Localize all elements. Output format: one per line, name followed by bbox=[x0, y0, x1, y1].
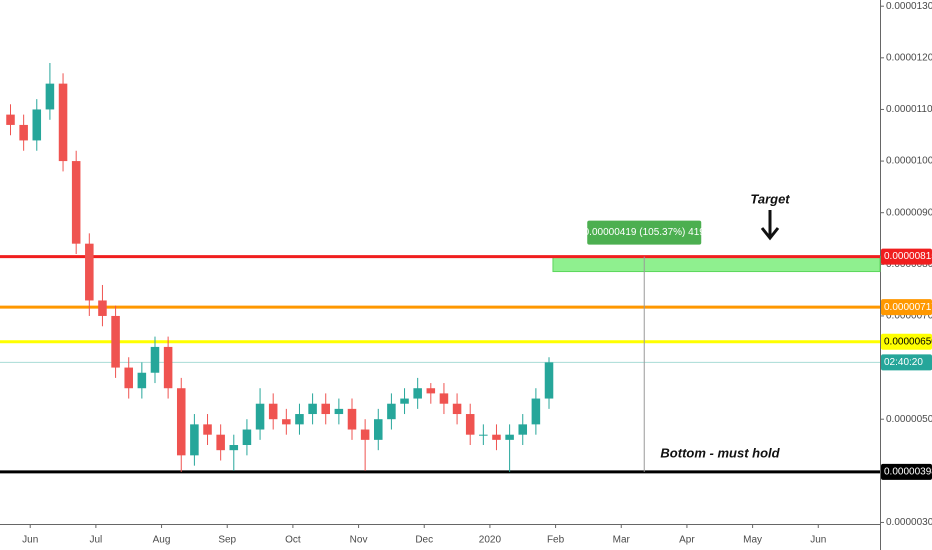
candle-body bbox=[71, 161, 81, 244]
level-price-box bbox=[881, 248, 932, 265]
target-zone bbox=[552, 256, 881, 273]
candle-body bbox=[190, 424, 199, 456]
candle-body bbox=[334, 408, 344, 415]
candle-body bbox=[32, 109, 42, 141]
x-tick-label: Sep bbox=[218, 535, 236, 546]
bottom-annotation: Bottom - must hold bbox=[660, 445, 780, 460]
measure-label: 0.00000419 (105.37%) 419 bbox=[584, 227, 706, 238]
candle-body bbox=[321, 403, 330, 415]
candle-body bbox=[413, 388, 422, 399]
measure-box bbox=[587, 220, 702, 245]
level-price-box bbox=[881, 299, 932, 316]
candle-body bbox=[426, 388, 436, 394]
x-tick-label: Oct bbox=[285, 535, 301, 546]
candle-body bbox=[544, 362, 554, 399]
x-tick-label: Nov bbox=[350, 535, 368, 546]
target-annotation: Target bbox=[750, 191, 790, 206]
x-tick-label: Feb bbox=[547, 535, 565, 546]
candle-body bbox=[45, 83, 55, 110]
x-tick-label: Jul bbox=[89, 535, 102, 546]
x-tick-label: 2020 bbox=[479, 535, 502, 546]
candle-body bbox=[518, 424, 528, 435]
candle-body bbox=[137, 372, 147, 389]
candle-body bbox=[465, 414, 475, 435]
candle-body bbox=[492, 434, 501, 440]
candle-body bbox=[282, 419, 291, 425]
target-arrow bbox=[760, 210, 780, 241]
candle-body bbox=[242, 429, 252, 446]
candle-body bbox=[203, 424, 212, 435]
candle-body bbox=[439, 393, 449, 404]
x-tick-label: Dec bbox=[415, 535, 433, 546]
candle-body bbox=[163, 346, 173, 389]
candle-body bbox=[6, 114, 15, 125]
level-price-label: 02:40:20 bbox=[884, 357, 923, 368]
candle-body bbox=[176, 388, 186, 456]
y-tick-label: 0.00000300 bbox=[886, 517, 932, 528]
x-tick-label: Jun bbox=[810, 535, 826, 546]
candle-body bbox=[216, 434, 225, 451]
level-price-box bbox=[881, 354, 932, 371]
level-price-label: 0.00000650 bbox=[884, 336, 932, 347]
candle-body bbox=[111, 315, 120, 368]
level-price-label: 0.00000717 bbox=[884, 302, 932, 313]
candle-body bbox=[19, 124, 28, 141]
candle-body bbox=[85, 243, 94, 301]
x-tick-label: Mar bbox=[613, 535, 631, 546]
candle-body bbox=[229, 445, 239, 451]
candle-body bbox=[347, 408, 357, 430]
candle-body bbox=[308, 403, 317, 415]
x-tick-label: Aug bbox=[153, 535, 171, 546]
level-price-box bbox=[881, 333, 932, 350]
candle-body bbox=[150, 346, 160, 373]
x-tick-label: Jun bbox=[22, 535, 38, 546]
candle-body bbox=[400, 398, 409, 404]
candle-body bbox=[374, 419, 383, 440]
x-tick-label: May bbox=[743, 535, 762, 546]
candle-body bbox=[255, 403, 265, 430]
candle-body bbox=[98, 300, 107, 316]
candle-body bbox=[268, 403, 278, 420]
candle-body bbox=[505, 434, 514, 440]
candle-body bbox=[531, 398, 541, 425]
candle-body bbox=[479, 434, 488, 436]
candle-body bbox=[360, 429, 370, 440]
level-price-box bbox=[881, 463, 932, 480]
level-price-label: 0.00000815 bbox=[884, 251, 932, 262]
candle-body bbox=[124, 367, 133, 389]
candle-body bbox=[452, 403, 462, 415]
candle-body bbox=[58, 83, 68, 162]
x-tick-label: Apr bbox=[679, 535, 695, 546]
candle-body bbox=[295, 414, 304, 425]
candle-body bbox=[387, 403, 396, 420]
level-price-label: 0.00000398 bbox=[884, 466, 932, 477]
